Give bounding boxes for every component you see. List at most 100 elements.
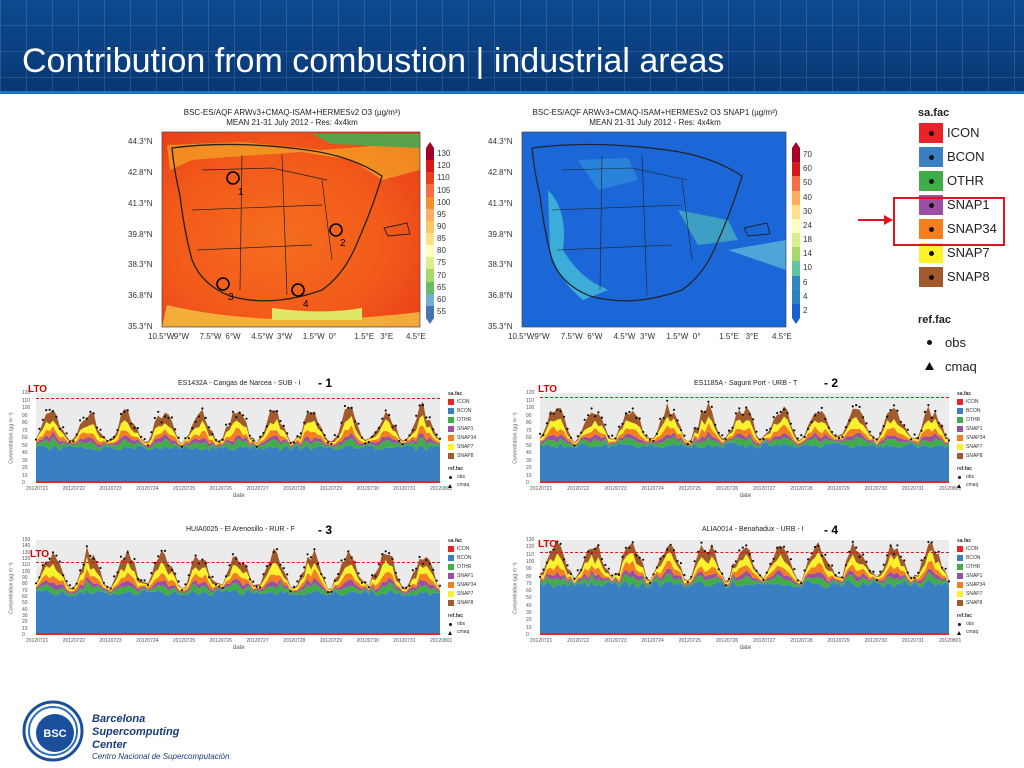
highlight-box — [893, 197, 1005, 246]
stacked-area — [540, 560, 949, 586]
obs-point — [655, 432, 658, 435]
obs-point — [157, 410, 160, 413]
obs-point — [347, 550, 350, 553]
obs-point — [800, 434, 803, 437]
obs-point — [259, 586, 262, 589]
stacked-area — [36, 445, 440, 483]
obs-point — [923, 410, 926, 413]
obs-point — [862, 416, 865, 419]
mini-legend-cmaq: cmaq — [457, 482, 470, 488]
lat-tick-label: 41.3°N — [128, 198, 153, 208]
lto-label: LTO — [538, 539, 558, 550]
obs-point — [245, 417, 248, 420]
obs-point — [748, 553, 751, 556]
obs-point — [163, 549, 167, 552]
obs-point — [180, 589, 184, 592]
x-axis-label: date — [233, 493, 245, 499]
triangle-icon — [925, 362, 934, 370]
obs-point — [191, 427, 194, 430]
obs-point — [150, 431, 153, 434]
lon-tick-label: 4.5°W — [251, 332, 274, 341]
obs-point — [201, 407, 204, 410]
obs-point — [435, 579, 438, 582]
colorbar-label: 18 — [803, 235, 812, 245]
lat-tick-label: 44.3°N — [128, 137, 153, 146]
site-marker-label: 2 — [340, 238, 346, 249]
x-tick-label: 20120726 — [209, 638, 232, 644]
legend-swatch-bcon — [918, 146, 944, 168]
obs-point — [136, 427, 139, 430]
lto-threshold-line — [540, 552, 949, 553]
obs-point — [717, 431, 720, 434]
obs-point — [903, 424, 906, 427]
colorbar-label: 70 — [803, 150, 812, 160]
colorbar-segment — [792, 233, 800, 248]
obs-point — [583, 418, 586, 421]
obs-point — [384, 409, 387, 412]
lon-tick-label: 10.5°W — [148, 332, 175, 341]
obs-point — [717, 568, 720, 571]
obs-point — [913, 576, 916, 579]
obs-point — [313, 548, 316, 551]
obs-point — [848, 419, 851, 422]
obs-point — [48, 557, 51, 560]
dot-icon — [449, 623, 452, 626]
mini-legend-label: SNAP1 — [966, 573, 983, 579]
obs-point — [394, 571, 397, 574]
mini-legend-title: sa.fac — [448, 391, 463, 397]
obs-point — [714, 423, 717, 426]
obs-point — [872, 570, 875, 573]
map-o3-snap1: BSC-ES/AQF ARWv3+CMAQ-ISAM+HERMESv2 O3 S… — [488, 100, 818, 350]
obs-point — [628, 410, 631, 414]
colorbar-segment — [792, 148, 800, 163]
colorbar-label: 40 — [803, 192, 812, 202]
obs-point — [296, 435, 299, 438]
obs-point — [381, 553, 384, 556]
obs-point — [262, 431, 265, 435]
obs-point — [388, 413, 391, 417]
obs-point — [690, 440, 693, 443]
stacked-area — [540, 416, 949, 445]
obs-point — [542, 568, 545, 571]
y-tick-label: 60 — [526, 588, 532, 595]
y-tick-label: 80 — [22, 581, 28, 588]
obs-point — [669, 414, 672, 417]
obs-point — [573, 577, 576, 580]
mini-legend-label: OTHR — [457, 417, 472, 423]
obs-point — [150, 572, 153, 575]
dot-icon — [929, 251, 934, 256]
obs-point — [580, 568, 583, 571]
obs-point — [662, 416, 665, 419]
obs-point — [824, 417, 827, 421]
y-tick-label: 50 — [526, 595, 532, 602]
obs-point — [221, 438, 224, 441]
x-tick-label: 20120729 — [319, 638, 343, 644]
obs-point — [686, 581, 689, 584]
obs-point — [762, 437, 765, 441]
colorbar-label: 120 — [437, 161, 451, 171]
timeseries-panel-3: 150 140 130 120 110 100 90 80 70 60 50 40 30 20 10 0 Con… — [8, 522, 508, 657]
legend-ref-obs: obs — [945, 335, 966, 350]
obs-point — [607, 435, 610, 438]
obs-point — [947, 439, 951, 442]
obs-point — [170, 568, 173, 571]
obs-point — [438, 437, 442, 440]
legend-item-icon: ICON — [947, 125, 980, 140]
obs-point — [882, 425, 885, 428]
colorbar-label: 100 — [437, 197, 451, 207]
obs-point — [116, 429, 119, 432]
obs-point — [38, 427, 41, 430]
obs-point — [391, 426, 394, 429]
obs-point — [576, 435, 579, 438]
obs-point — [559, 410, 562, 413]
obs-point — [41, 418, 44, 421]
obs-point — [793, 568, 796, 571]
footer-org-line1: Barcelona — [92, 713, 146, 725]
x-tick-label: 20120731 — [393, 638, 416, 644]
obs-point — [721, 434, 724, 437]
colorbar-label: 75 — [437, 258, 446, 268]
obs-point — [538, 575, 542, 578]
mini-legend-swatch — [957, 399, 963, 405]
obs-point — [892, 404, 896, 407]
mini-legend-swatch — [448, 444, 454, 450]
